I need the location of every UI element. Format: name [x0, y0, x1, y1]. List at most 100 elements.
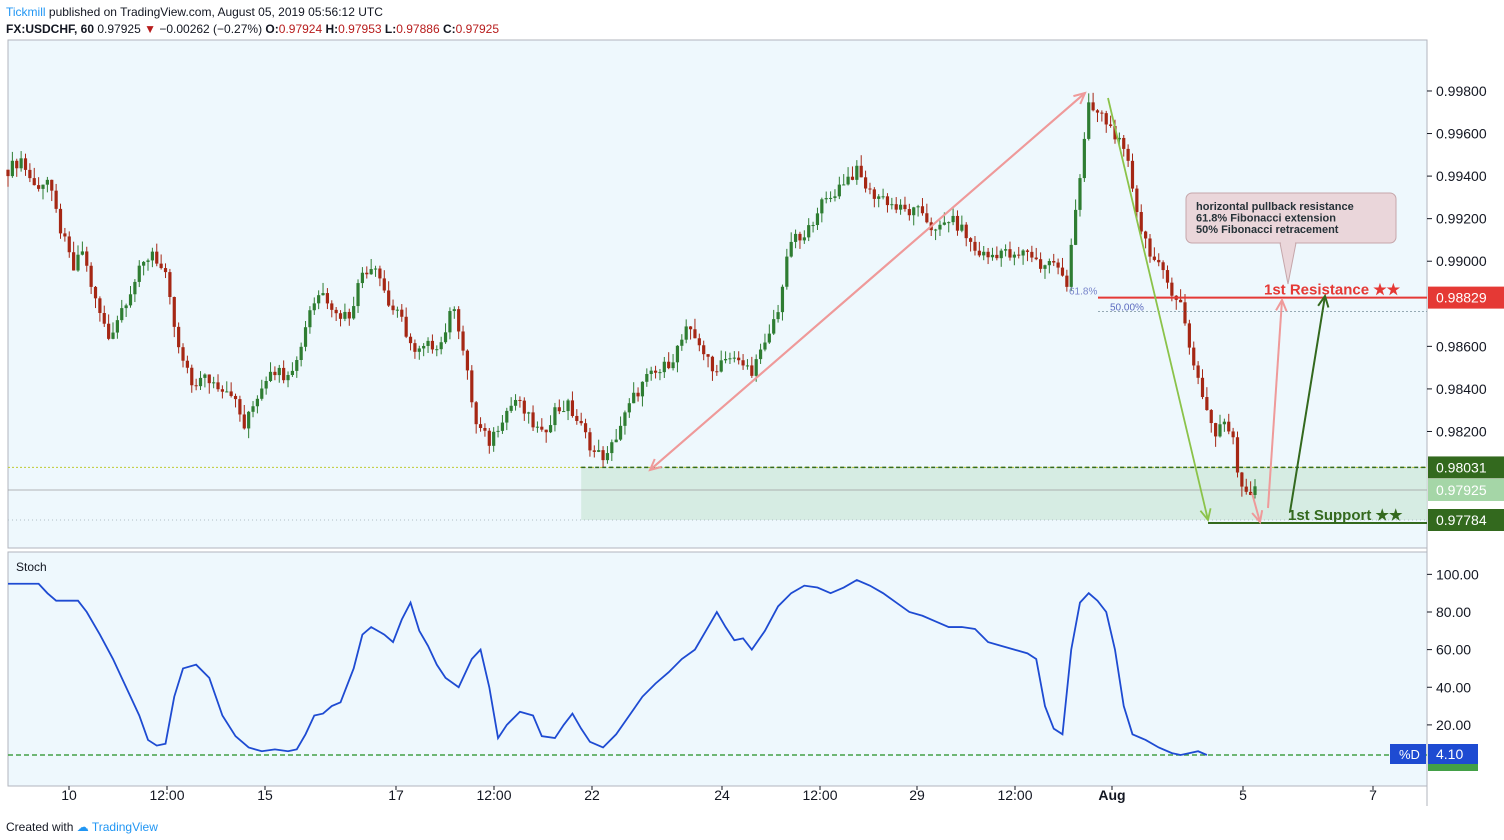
- price-tick-label: 0.98600: [1436, 338, 1487, 354]
- candle-body: [763, 342, 767, 350]
- candle-body: [811, 225, 815, 227]
- candle-body: [618, 425, 623, 440]
- candle-body: [1087, 102, 1091, 139]
- price-tick-label: 0.99000: [1436, 253, 1487, 269]
- candle-body: [369, 269, 373, 275]
- candle-body: [846, 176, 850, 185]
- candle-body: [982, 251, 986, 256]
- candle-body: [623, 412, 627, 426]
- candle-body: [758, 349, 763, 360]
- candle-body: [850, 176, 855, 180]
- annotation-pointer-cover: [1281, 240, 1295, 245]
- candle-body: [1091, 102, 1095, 111]
- candle-body: [592, 450, 596, 452]
- candle-body: [347, 311, 351, 319]
- candle-body: [1030, 251, 1034, 258]
- candle-body: [303, 327, 308, 347]
- candle-body: [295, 359, 299, 371]
- candle-body: [1183, 302, 1187, 324]
- support-label: 1st Support ★★: [1288, 507, 1403, 524]
- green-arrow-down: [1107, 97, 1209, 521]
- candle-body: [737, 357, 741, 361]
- candle-body: [1227, 421, 1231, 432]
- close-value: 0.97925: [455, 22, 500, 36]
- candle-body: [562, 411, 566, 413]
- candle-body: [680, 339, 684, 346]
- candle-body: [330, 303, 334, 310]
- candle-body: [780, 286, 785, 313]
- candle-body: [513, 399, 518, 406]
- candle-body: [67, 236, 71, 253]
- candle-body: [728, 358, 732, 360]
- candle-body: [54, 190, 58, 209]
- candle-body: [960, 224, 964, 231]
- candle-body: [474, 402, 478, 425]
- candle-body: [881, 196, 885, 198]
- candle-body: [28, 169, 32, 179]
- candle-body: [973, 241, 977, 251]
- stoch-pane: [7, 551, 1428, 787]
- candle-body: [833, 196, 837, 198]
- fib-50-label: 50.00%: [1110, 303, 1144, 314]
- candle-body: [387, 290, 391, 306]
- candle-body: [649, 370, 653, 375]
- candle-body: [583, 423, 588, 433]
- candle-body: [1187, 323, 1191, 348]
- candle-body: [1109, 124, 1113, 126]
- candle-body: [793, 233, 798, 242]
- candle-body: [478, 424, 483, 428]
- resistance-label: 1st Resistance ★★: [1264, 282, 1401, 299]
- author-link[interactable]: Tickmill: [6, 5, 46, 19]
- candle-body: [522, 400, 526, 414]
- tradingview-link[interactable]: TradingView: [91, 820, 158, 834]
- candle-body: [23, 158, 28, 170]
- support-zone: [581, 467, 1427, 520]
- candle-body: [653, 370, 658, 373]
- candle-body: [207, 374, 211, 384]
- candle-body: [89, 265, 93, 287]
- candle-body: [872, 189, 876, 199]
- candle-body: [19, 158, 23, 169]
- candle-body: [1008, 249, 1012, 258]
- candle-body: [159, 263, 163, 269]
- candle-body: [343, 311, 347, 319]
- candle-body: [317, 295, 321, 304]
- candle-body: [855, 165, 859, 180]
- candle-body: [544, 429, 548, 433]
- candle-body: [496, 430, 500, 432]
- candle-body: [859, 165, 863, 178]
- time-tick-label: 17: [388, 787, 404, 803]
- time-tick-label: 5: [1239, 787, 1247, 803]
- time-tick-label: 12:00: [802, 787, 837, 803]
- pink-arrow-resistance: [1267, 299, 1283, 509]
- candle-body: [45, 179, 49, 185]
- candle-body: [260, 388, 264, 399]
- candle-body: [977, 250, 981, 256]
- candle-body: [776, 312, 780, 320]
- candle-body: [942, 222, 946, 225]
- candle-body: [723, 358, 728, 361]
- candle-body: [37, 185, 41, 189]
- candle-body: [667, 361, 671, 369]
- candle-body: [373, 268, 378, 270]
- candle-body: [750, 365, 754, 376]
- candle-body: [286, 375, 290, 381]
- created-with-text: Created with: [6, 820, 74, 834]
- candle-body: [365, 272, 369, 275]
- candle-body: [168, 272, 172, 297]
- candle-body: [894, 204, 898, 210]
- candle-body: [111, 332, 115, 339]
- candle-body: [903, 204, 907, 210]
- candle-body: [955, 215, 960, 231]
- candle-body: [527, 412, 531, 414]
- candle-body: [1012, 254, 1016, 258]
- candle-body: [995, 254, 999, 259]
- candle-body: [273, 371, 277, 376]
- candle-body: [671, 362, 675, 369]
- candle-body: [920, 206, 925, 214]
- price-tick-label: 0.99600: [1436, 126, 1487, 142]
- candle-body: [597, 450, 601, 452]
- pink-arrow-resistance-head: [1275, 297, 1288, 312]
- candle-body: [1047, 261, 1051, 266]
